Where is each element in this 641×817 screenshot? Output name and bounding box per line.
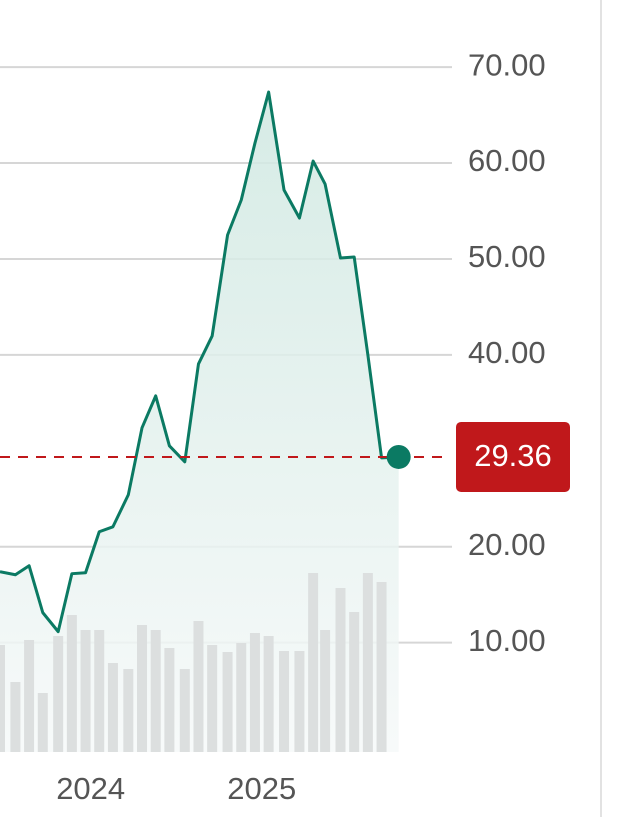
volume-bar <box>362 573 373 752</box>
volume-bar <box>37 693 48 752</box>
volume-bar <box>107 663 118 752</box>
volume-bar <box>376 582 387 752</box>
volume-bar <box>164 648 175 752</box>
area <box>0 92 399 752</box>
x-tick-label: 2025 <box>227 771 296 806</box>
last-point <box>386 444 411 469</box>
last-value-label: 29.36 <box>474 438 552 473</box>
volume-bar <box>150 630 161 752</box>
x-tick-label: 2024 <box>56 771 125 806</box>
y-tick-label: 70.00 <box>468 47 546 82</box>
volume-bar <box>294 651 305 752</box>
y-tick-label: 50.00 <box>468 239 546 274</box>
last-value-box <box>456 421 570 492</box>
volume-bar <box>53 636 64 752</box>
y-tick-label: 10.00 <box>468 623 546 658</box>
price-line <box>0 90 399 634</box>
volume-bar <box>66 615 77 752</box>
volume-bar <box>0 645 5 752</box>
volume-bar <box>123 669 134 752</box>
volume-bar <box>236 643 247 752</box>
volume-bar <box>222 652 233 752</box>
volume-bar <box>249 633 260 752</box>
volume-bar <box>349 612 360 752</box>
volume-bar <box>335 588 346 752</box>
y-tick-label: 40.00 <box>468 335 546 370</box>
volume-bar <box>80 630 91 752</box>
y-tick-label: 60.00 <box>468 143 546 178</box>
volume-bar <box>10 682 21 752</box>
volume-bar <box>263 636 274 752</box>
volume-bar <box>207 645 218 752</box>
volume-bar <box>320 630 331 752</box>
volume-bar <box>137 625 148 752</box>
y-tick-label: 20.00 <box>468 527 546 562</box>
volume-bar <box>94 630 105 752</box>
volume-bar <box>279 651 290 752</box>
volume-bar <box>308 573 319 752</box>
volume-bar <box>179 669 190 752</box>
volume-bar <box>24 640 35 752</box>
volume-bar <box>193 621 204 752</box>
